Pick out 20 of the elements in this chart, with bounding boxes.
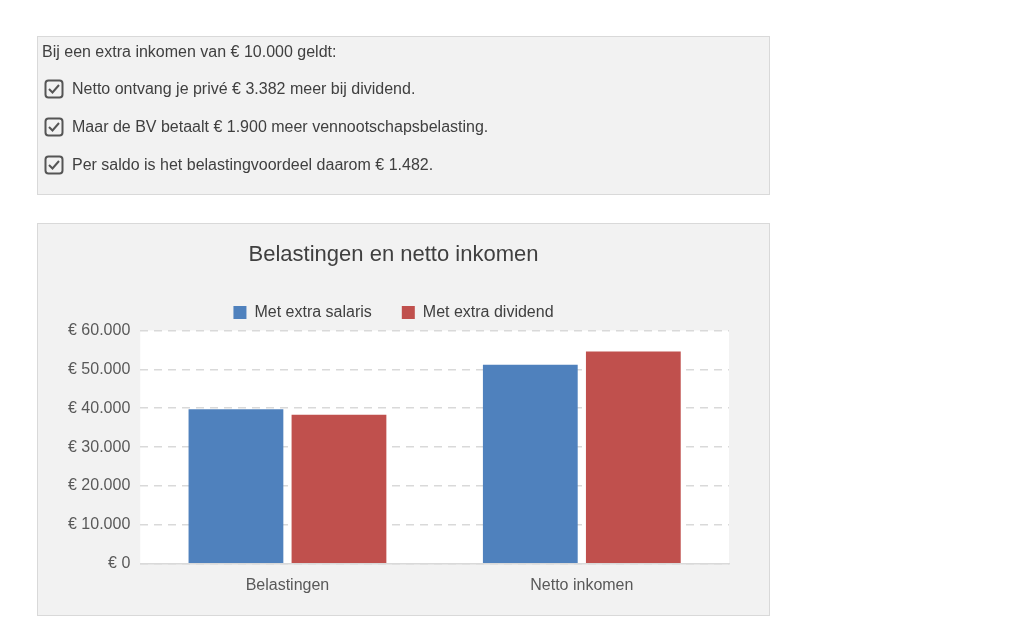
y-tick-label: € 60.000 [68, 320, 131, 338]
bar [585, 351, 681, 564]
y-tick-label: € 20.000 [68, 476, 131, 494]
x-tick-label: Netto inkomen [530, 575, 634, 593]
text: Maar de BV betaalt € 1.900 meer vennootschapsbelasting. [72, 118, 489, 136]
text: Per saldo is het belastingvoordeel daarom € 1.482. [72, 156, 434, 174]
y-tick-label: € 30.000 [68, 437, 131, 455]
text: Bij een extra inkomen van € 10.000 geldt: [42, 43, 337, 61]
y-tick-label: € 40.000 [68, 398, 131, 416]
y-tick-label: € 0 [108, 554, 131, 572]
y-tick-label: € 10.000 [68, 515, 131, 533]
y-tick-label: € 50.000 [68, 359, 131, 377]
chart-title: Belastingen en netto inkomen [248, 241, 539, 267]
legend-label: Met extra dividend [422, 302, 554, 320]
bar [188, 409, 284, 564]
bar [291, 414, 387, 564]
bar [482, 364, 578, 564]
text: Netto ontvang je privé € 3.382 meer bij dividend. [72, 80, 416, 98]
legend-label: Met extra salaris [254, 302, 372, 320]
x-tick-label: Belastingen [245, 575, 330, 593]
